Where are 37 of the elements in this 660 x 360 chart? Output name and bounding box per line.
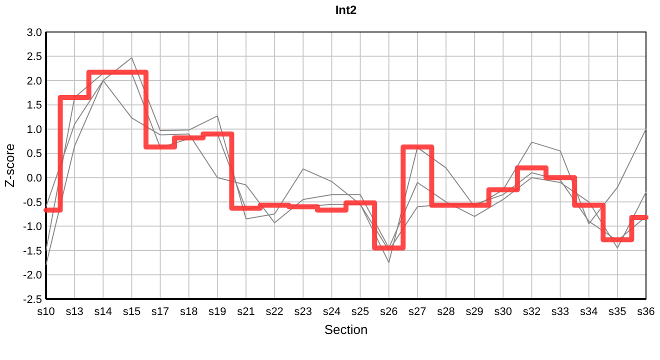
y-tick-label: 0.5 — [26, 148, 42, 160]
x-tick-label: s15 — [122, 306, 141, 318]
x-tick-label: s26 — [380, 306, 398, 318]
x-tick-label: s22 — [266, 306, 284, 318]
y-axis-title: Z-score — [2, 143, 17, 188]
y-tick-label: 2.0 — [26, 75, 42, 88]
x-tick-label: s33 — [551, 306, 570, 318]
x-tick-label: s25 — [351, 306, 370, 318]
x-tick-label: s27 — [408, 306, 426, 318]
x-tick-label: s10 — [37, 306, 55, 318]
y-tick-label: 2.5 — [26, 51, 42, 64]
x-tick-label: s36 — [637, 306, 655, 318]
x-tick-label: s34 — [580, 306, 598, 318]
x-tick-label: s28 — [437, 306, 455, 318]
x-tick-label: s32 — [522, 306, 541, 318]
y-tick-label: -0.5 — [23, 196, 42, 209]
y-tick-label: 1.5 — [26, 100, 42, 112]
x-tick-label: s18 — [180, 306, 198, 318]
x-tick-label: s23 — [294, 306, 312, 318]
y-tick-label: 1.0 — [26, 124, 42, 136]
y-tick-label: -1.0 — [23, 221, 42, 234]
y-tick-label: -2.0 — [23, 270, 42, 282]
x-axis-title: Section — [324, 322, 368, 337]
x-tick-label: s29 — [466, 306, 484, 318]
y-tick-label: -1.5 — [23, 245, 42, 258]
chart-title: Int2 — [335, 3, 357, 17]
x-tick-label: s30 — [494, 306, 512, 318]
x-tick-label: s19 — [208, 306, 226, 318]
y-tick-label: 3.0 — [26, 26, 42, 39]
y-tick-label: 0.0 — [26, 172, 42, 184]
x-tick-label: s14 — [94, 306, 112, 318]
y-tick-label: -2.5 — [23, 294, 42, 306]
x-tick-label: s17 — [151, 306, 170, 318]
x-tick-label: s35 — [608, 306, 626, 318]
x-tick-label: s24 — [322, 306, 341, 318]
x-tick-label: s13 — [66, 306, 84, 318]
x-tick-label: s21 — [237, 306, 255, 318]
